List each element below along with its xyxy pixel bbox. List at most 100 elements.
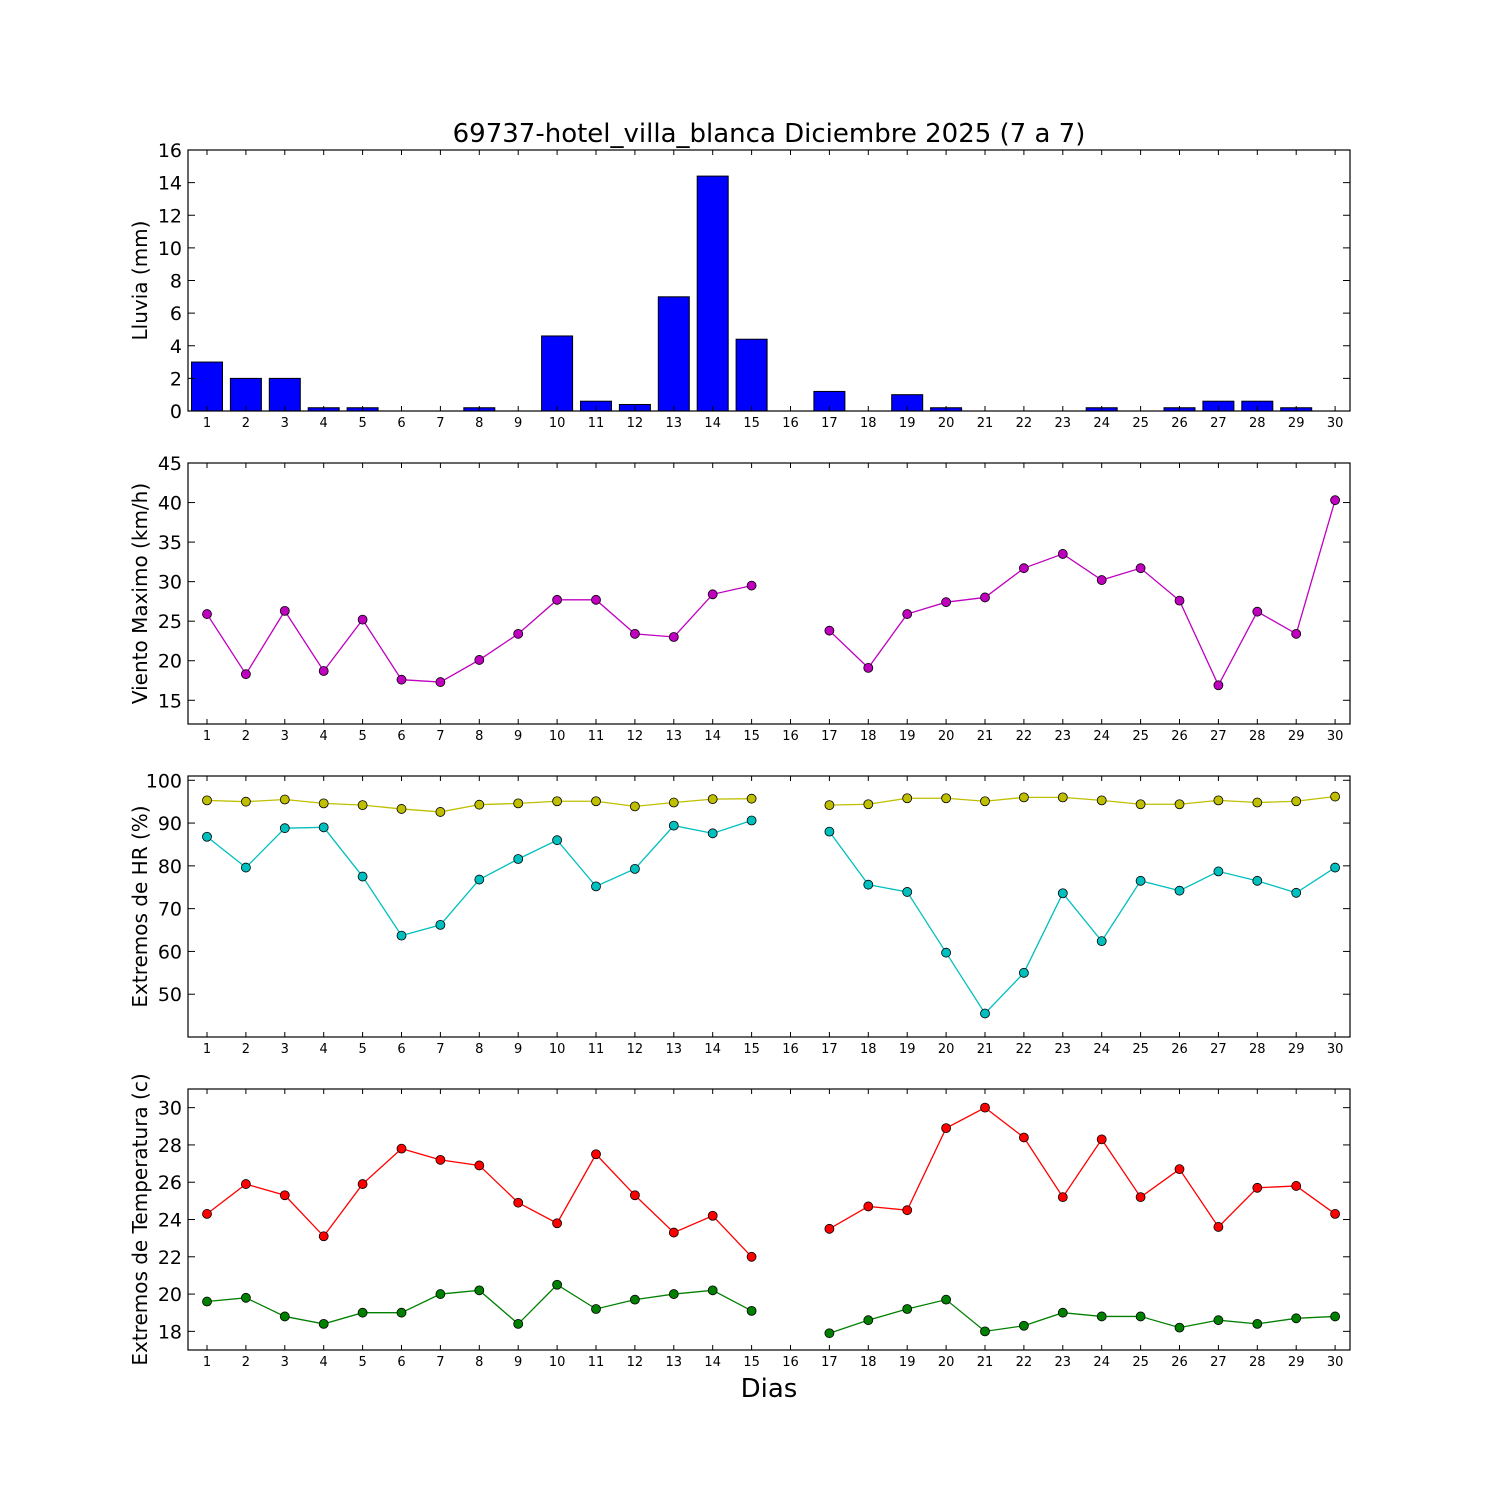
point-day-1 bbox=[202, 609, 212, 619]
point-day-7 bbox=[435, 1154, 446, 1165]
bar-day-10 bbox=[541, 335, 574, 412]
point-day-27 bbox=[1213, 1315, 1224, 1326]
point-day-23 bbox=[1057, 1192, 1068, 1203]
point-day-13 bbox=[668, 1289, 679, 1299]
x-tick-label: 25 bbox=[1132, 729, 1149, 744]
point-day-13 bbox=[668, 632, 679, 642]
point-day-28 bbox=[1252, 606, 1263, 617]
x-tick-label: 14 bbox=[704, 1042, 721, 1057]
point-day-26 bbox=[1174, 1164, 1185, 1175]
x-tick-label: 15 bbox=[743, 1042, 760, 1057]
point-day-22 bbox=[1019, 1320, 1029, 1331]
point-day-21 bbox=[980, 592, 990, 603]
x-tick-label: 12 bbox=[627, 416, 644, 431]
bar-day-15 bbox=[735, 338, 768, 412]
x-tick-label: 13 bbox=[666, 1042, 683, 1057]
x-tick-label: 24 bbox=[1093, 1042, 1110, 1057]
x-tick-label: 29 bbox=[1288, 1355, 1305, 1370]
x-tick-label: 3 bbox=[281, 416, 289, 431]
x-tick-label: 22 bbox=[1016, 1355, 1033, 1370]
x-tick-label: 25 bbox=[1132, 416, 1149, 431]
point-day-14 bbox=[707, 828, 718, 839]
x-tick-label: 21 bbox=[977, 1355, 994, 1370]
x-tick-label: 15 bbox=[743, 1355, 760, 1370]
point-day-24 bbox=[1096, 795, 1107, 806]
x-tick-label: 7 bbox=[436, 1355, 444, 1370]
y-tick-label: 18 bbox=[158, 1321, 182, 1343]
bar-day-2 bbox=[229, 377, 262, 412]
point-day-2 bbox=[240, 796, 251, 807]
point-day-10 bbox=[552, 1218, 562, 1229]
point-day-5 bbox=[357, 1179, 368, 1189]
y-tick-label: 30 bbox=[158, 572, 182, 594]
x-tick-label: 12 bbox=[627, 729, 644, 744]
point-day-20 bbox=[941, 947, 951, 958]
point-day-24 bbox=[1096, 1134, 1107, 1145]
x-tick-label: 2 bbox=[242, 1042, 250, 1057]
point-day-29 bbox=[1291, 796, 1302, 807]
point-day-6 bbox=[396, 804, 407, 814]
x-tick-label: 17 bbox=[821, 416, 838, 431]
x-tick-label: 4 bbox=[320, 1042, 328, 1057]
point-day-6 bbox=[396, 930, 407, 941]
x-tick-label: 10 bbox=[549, 729, 566, 744]
x-tick-label: 6 bbox=[397, 1355, 405, 1370]
x-tick-label: 28 bbox=[1249, 1355, 1266, 1370]
x-tick-label: 20 bbox=[938, 1355, 955, 1370]
y-tick-label: 0 bbox=[170, 401, 182, 423]
x-tick-label: 16 bbox=[782, 729, 799, 744]
x-tick-label: 22 bbox=[1016, 729, 1033, 744]
point-day-23 bbox=[1057, 888, 1068, 899]
x-tick-label: 16 bbox=[782, 1042, 799, 1057]
point-day-11 bbox=[591, 1304, 601, 1314]
x-tick-label: 21 bbox=[977, 1042, 994, 1057]
point-day-2 bbox=[240, 669, 251, 680]
point-day-12 bbox=[630, 801, 640, 812]
point-day-18 bbox=[863, 799, 874, 810]
series-2 bbox=[202, 815, 1340, 1019]
point-day-2 bbox=[240, 1292, 251, 1303]
x-tick-label: 25 bbox=[1132, 1042, 1149, 1057]
x-tick-label: 2 bbox=[242, 1355, 250, 1370]
y-axis-label: Lluvia (mm) bbox=[128, 221, 152, 341]
point-day-8 bbox=[474, 874, 485, 885]
x-tick-label: 10 bbox=[549, 416, 566, 431]
x-tick-label: 1 bbox=[203, 1042, 211, 1057]
x-tick-label: 9 bbox=[514, 416, 522, 431]
x-tick-label: 17 bbox=[821, 729, 838, 744]
x-tick-label: 20 bbox=[938, 1042, 955, 1057]
x-tick-label: 18 bbox=[860, 1355, 877, 1370]
y-tick-label: 80 bbox=[158, 856, 182, 878]
x-axis-label: Dias bbox=[741, 1374, 798, 1404]
point-day-13 bbox=[668, 820, 679, 831]
x-tick-label: 5 bbox=[358, 729, 366, 744]
x-tick-label: 7 bbox=[436, 729, 444, 744]
point-day-17 bbox=[824, 826, 835, 837]
x-tick-label: 12 bbox=[627, 1042, 644, 1057]
x-tick-label: 13 bbox=[666, 1355, 683, 1370]
x-tick-label: 29 bbox=[1288, 416, 1305, 431]
x-tick-label: 29 bbox=[1288, 729, 1305, 744]
x-tick-label: 24 bbox=[1093, 416, 1110, 431]
point-day-21 bbox=[980, 1008, 990, 1019]
point-day-15 bbox=[746, 793, 757, 804]
point-day-22 bbox=[1019, 1132, 1029, 1143]
y-tick-label: 60 bbox=[158, 941, 182, 963]
point-day-3 bbox=[279, 794, 290, 805]
x-tick-label: 10 bbox=[549, 1042, 566, 1057]
axes-frame bbox=[187, 462, 1351, 725]
point-day-8 bbox=[474, 799, 485, 810]
series-line-segment bbox=[829, 795, 1336, 806]
point-day-12 bbox=[630, 1294, 640, 1305]
point-day-6 bbox=[396, 1143, 407, 1154]
point-day-28 bbox=[1252, 1182, 1263, 1193]
point-day-5 bbox=[357, 871, 368, 882]
x-tick-label: 8 bbox=[475, 416, 483, 431]
point-day-11 bbox=[591, 881, 601, 892]
y-tick-label: 24 bbox=[158, 1210, 182, 1232]
y-tick-label: 20 bbox=[158, 651, 182, 673]
point-day-14 bbox=[707, 1285, 718, 1296]
